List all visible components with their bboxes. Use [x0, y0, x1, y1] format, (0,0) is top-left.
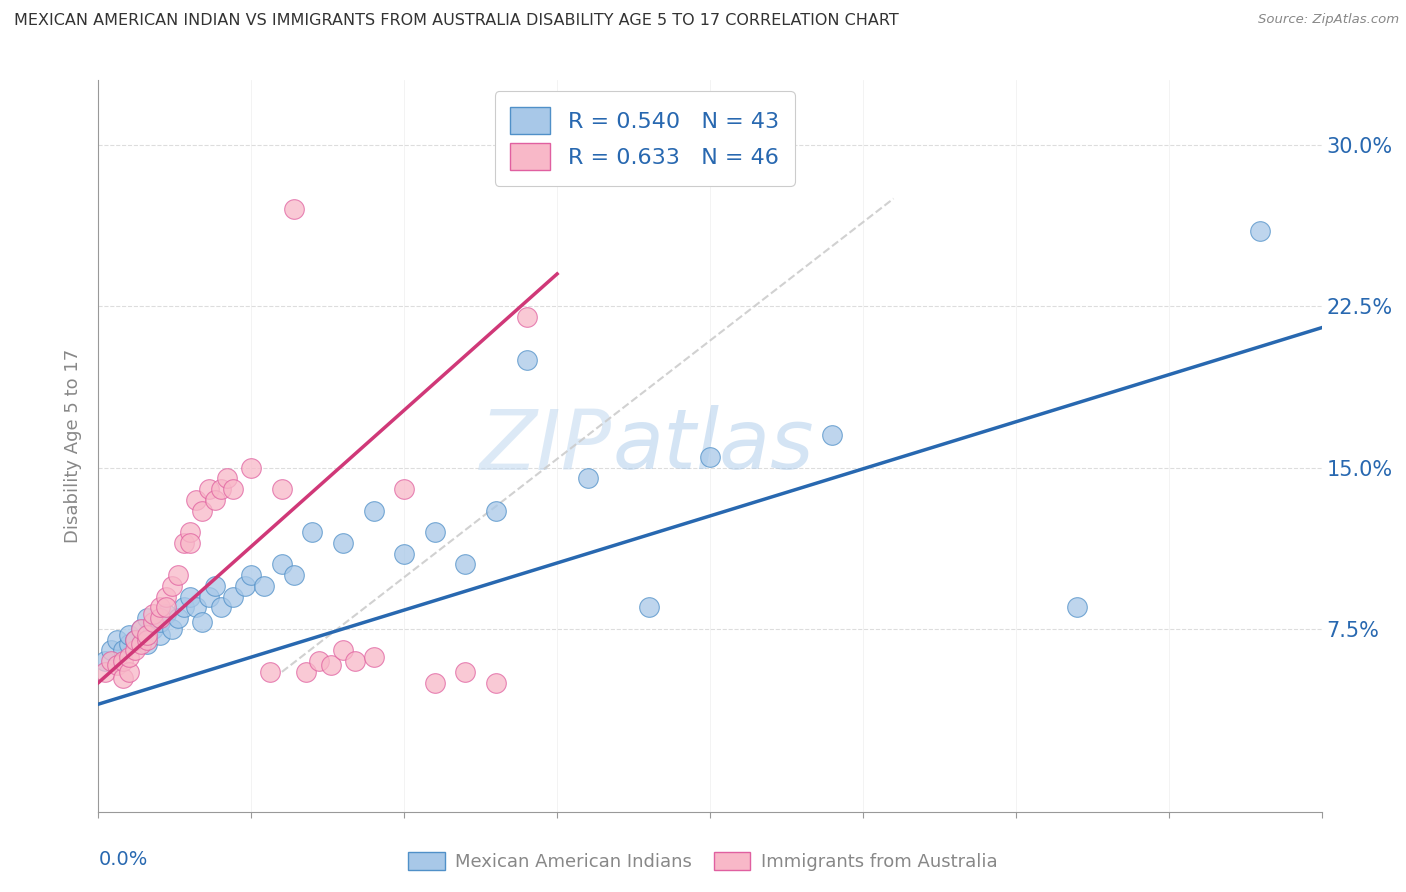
Point: [332, 536, 354, 550]
Point: [301, 524, 323, 539]
Point: [136, 611, 159, 625]
Point: [516, 353, 538, 368]
Point: [270, 558, 292, 572]
Point: [124, 643, 146, 657]
Point: [149, 600, 172, 615]
Point: [516, 310, 538, 324]
Point: [186, 492, 208, 507]
Point: [423, 675, 446, 690]
Point: [308, 654, 330, 668]
Point: [191, 503, 214, 517]
Point: [363, 503, 385, 517]
Point: [179, 524, 201, 539]
Point: [295, 665, 318, 679]
Point: [204, 492, 226, 507]
Point: [485, 675, 508, 690]
Point: [283, 202, 305, 217]
Point: [197, 590, 219, 604]
Point: [204, 579, 226, 593]
Point: [136, 628, 159, 642]
Point: [105, 658, 128, 673]
Point: [155, 607, 177, 621]
Point: [118, 649, 141, 664]
Point: [179, 536, 201, 550]
Point: [197, 482, 219, 496]
Point: [173, 600, 195, 615]
Point: [173, 536, 195, 550]
Point: [252, 579, 274, 593]
Point: [111, 671, 134, 685]
Point: [392, 547, 416, 561]
Point: [283, 568, 305, 582]
Y-axis label: Disability Age 5 to 17: Disability Age 5 to 17: [65, 349, 83, 543]
Point: [129, 637, 152, 651]
Point: [167, 568, 190, 582]
Point: [222, 590, 245, 604]
Point: [222, 482, 245, 496]
Point: [149, 611, 172, 625]
Point: [167, 611, 190, 625]
Point: [149, 615, 172, 630]
Point: [105, 632, 128, 647]
Point: [392, 482, 416, 496]
Point: [93, 665, 115, 679]
Text: ZIP: ZIP: [481, 406, 612, 486]
Point: [209, 600, 232, 615]
Point: [209, 482, 232, 496]
Point: [129, 622, 152, 636]
Point: [186, 600, 208, 615]
Point: [344, 654, 367, 668]
Point: [155, 600, 177, 615]
Point: [240, 460, 263, 475]
Point: [454, 558, 477, 572]
Point: [1066, 600, 1088, 615]
Text: 0.0%: 0.0%: [98, 850, 148, 869]
Point: [149, 628, 172, 642]
Point: [111, 643, 134, 657]
Point: [454, 665, 477, 679]
Point: [124, 632, 146, 647]
Point: [118, 665, 141, 679]
Point: [233, 579, 256, 593]
Point: [485, 503, 508, 517]
Point: [191, 615, 214, 630]
Point: [136, 637, 159, 651]
Point: [179, 590, 201, 604]
Point: [240, 568, 263, 582]
Point: [100, 654, 122, 668]
Point: [136, 632, 159, 647]
Point: [319, 658, 342, 673]
Point: [93, 654, 115, 668]
Point: [155, 590, 177, 604]
Point: [160, 622, 183, 636]
Point: [363, 649, 385, 664]
Point: [259, 665, 281, 679]
Point: [576, 471, 599, 485]
Point: [270, 482, 292, 496]
Text: atlas: atlas: [612, 406, 814, 486]
Legend: Mexican American Indians, Immigrants from Australia: Mexican American Indians, Immigrants fro…: [401, 845, 1005, 879]
Point: [699, 450, 721, 464]
Point: [118, 637, 141, 651]
Text: MEXICAN AMERICAN INDIAN VS IMMIGRANTS FROM AUSTRALIA DISABILITY AGE 5 TO 17 CORR: MEXICAN AMERICAN INDIAN VS IMMIGRANTS FR…: [14, 13, 898, 29]
Point: [142, 607, 165, 621]
Point: [637, 600, 661, 615]
Point: [118, 628, 141, 642]
Point: [124, 632, 146, 647]
Point: [100, 643, 122, 657]
Text: Source: ZipAtlas.com: Source: ZipAtlas.com: [1258, 13, 1399, 27]
Point: [111, 654, 134, 668]
Point: [142, 615, 165, 630]
Point: [1249, 224, 1271, 238]
Legend: R = 0.540   N = 43, R = 0.633   N = 46: R = 0.540 N = 43, R = 0.633 N = 46: [495, 91, 794, 186]
Point: [142, 622, 165, 636]
Point: [821, 428, 844, 442]
Point: [215, 471, 238, 485]
Point: [332, 643, 354, 657]
Point: [423, 524, 446, 539]
Point: [160, 579, 183, 593]
Point: [129, 622, 152, 636]
